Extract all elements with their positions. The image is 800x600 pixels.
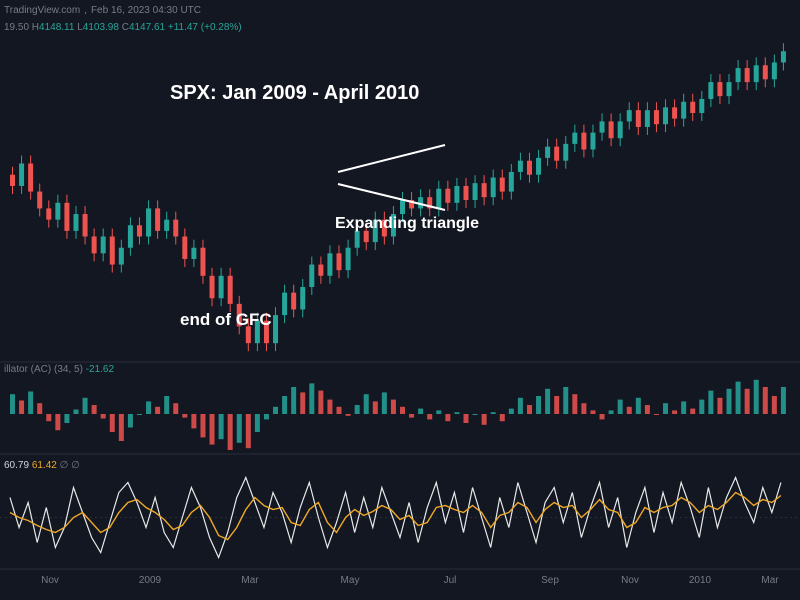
svg-text:Nov: Nov xyxy=(621,575,639,586)
chart-canvas[interactable]: SPX: Jan 2009 - April 2010 end of GFC Expa… xyxy=(0,0,800,600)
svg-text:Mar: Mar xyxy=(761,575,779,586)
svg-text:Mar: Mar xyxy=(241,575,259,586)
svg-text:SPX: Jan 2009 - April 2010: SPX: Jan 2009 - April 2010 xyxy=(170,82,419,104)
svg-text:Jul: Jul xyxy=(444,575,457,586)
svg-text:Expanding triangle: Expanding triangle xyxy=(335,215,479,232)
svg-text:Sep: Sep xyxy=(541,575,559,586)
svg-text:May: May xyxy=(341,575,360,586)
svg-text:2009: 2009 xyxy=(139,575,162,586)
svg-text:2010: 2010 xyxy=(689,575,712,586)
svg-text:Nov: Nov xyxy=(41,575,59,586)
svg-text:end of GFC: end of GFC xyxy=(180,310,272,329)
